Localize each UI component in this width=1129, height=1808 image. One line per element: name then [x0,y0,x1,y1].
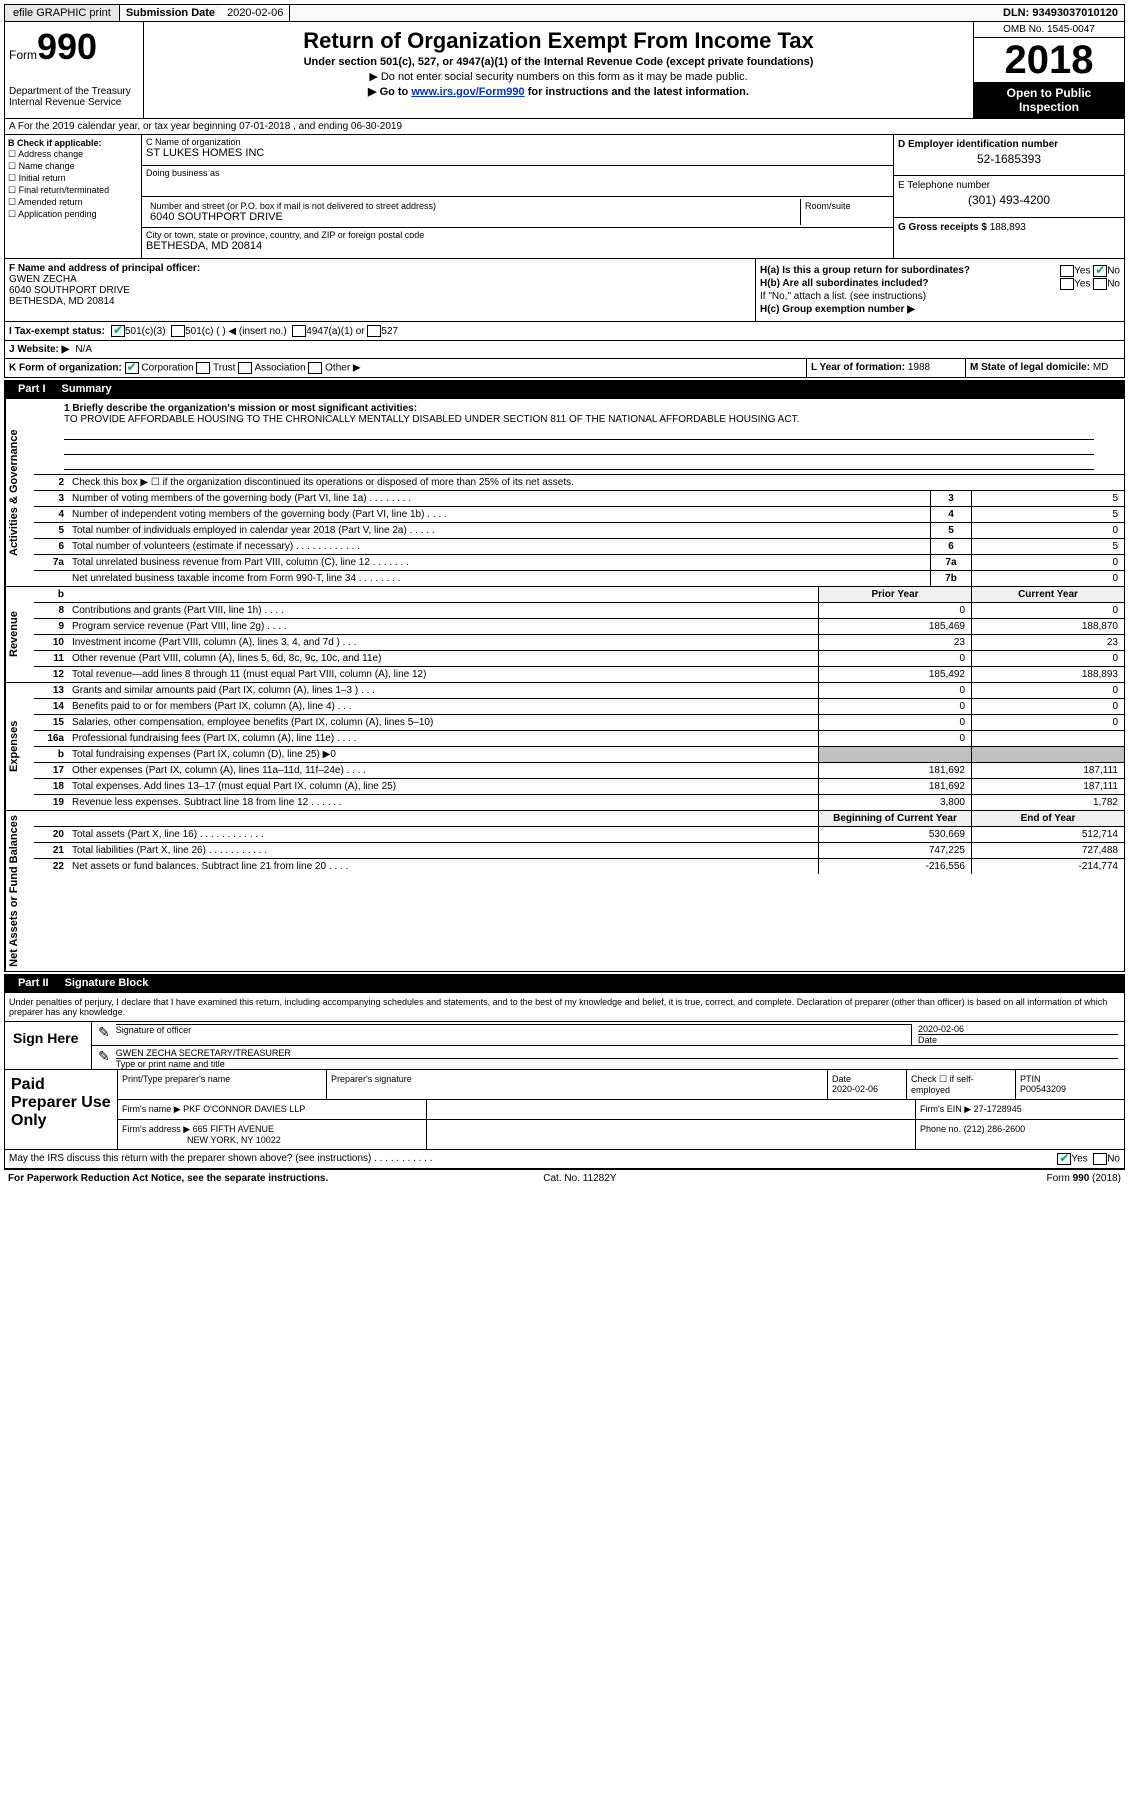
cb-501c3[interactable] [111,325,125,337]
form-number: Form990 [9,26,139,68]
box-m: M State of legal domicile: MD [966,359,1124,377]
klm-row: K Form of organization: Corporation Trus… [4,359,1125,378]
summary-row: 5Total number of individuals employed in… [34,523,1124,539]
box-d: D Employer identification number 52-1685… [894,135,1124,176]
efile-button[interactable]: efile GRAPHIC print [5,5,120,21]
signature-block: Under penalties of perjury, I declare th… [4,992,1125,1169]
summary-row: 16aProfessional fundraising fees (Part I… [34,731,1124,747]
cb-initial[interactable]: ☐ Initial return [8,173,138,184]
netassets-section: Net Assets or Fund Balances Beginning of… [4,811,1125,972]
cb-amended[interactable]: ☐ Amended return [8,197,138,208]
box-c-name: C Name of organization ST LUKES HOMES IN… [142,135,893,166]
box-f: F Name and address of principal officer:… [5,259,756,321]
box-e: E Telephone number (301) 493-4200 [894,176,1124,217]
box-c-city: City or town, state or province, country… [142,228,893,258]
tab-expenses: Expenses [5,683,34,810]
summary-row: 13Grants and similar amounts paid (Part … [34,683,1124,699]
cb-other[interactable] [308,362,322,374]
box-b: B Check if applicable: ☐ Address change … [5,135,142,258]
summary-row: 4Number of independent voting members of… [34,507,1124,523]
summary-row: 21Total liabilities (Part X, line 26) . … [34,843,1124,859]
cb-pending[interactable]: ☐ Application pending [8,209,138,220]
dept-treasury: Department of the Treasury [9,86,139,97]
sig-declaration: Under penalties of perjury, I declare th… [5,993,1124,1021]
page-footer: For Paperwork Reduction Act Notice, see … [4,1169,1125,1187]
public-inspection: Open to PublicInspection [974,82,1124,118]
summary-row: 17Other expenses (Part IX, column (A), l… [34,763,1124,779]
box-k: K Form of organization: Corporation Trus… [5,359,807,377]
cb-address[interactable]: ☐ Address change [8,149,138,160]
form-subtitle: Under section 501(c), 527, or 4947(a)(1)… [148,56,969,68]
form-note1: ▶ Do not enter social security numbers o… [148,70,969,83]
box-i: I Tax-exempt status: 501(c)(3) 501(c) ( … [4,322,1125,341]
topbar: efile GRAPHIC print Submission Date 2020… [4,4,1125,22]
box-c-dba: Doing business as [142,166,893,197]
summary-row: 22Net assets or fund balances. Subtract … [34,859,1124,874]
form-header: Form990 Department of the Treasury Inter… [4,22,1125,119]
summary-row: 11Other revenue (Part VIII, column (A), … [34,651,1124,667]
cb-assoc[interactable] [238,362,252,374]
activities-governance: Activities & Governance 1 Briefly descri… [4,398,1125,587]
summary-row: 19Revenue less expenses. Subtract line 1… [34,795,1124,810]
cb-527[interactable] [367,325,381,337]
line-a: A For the 2019 calendar year, or tax yea… [4,119,1125,135]
summary-row: 6Total number of volunteers (estimate if… [34,539,1124,555]
pen-icon: ✎ [98,1048,110,1069]
box-g: G Gross receipts $ 188,893 [894,218,1124,258]
box-c-room: Room/suite [800,199,889,225]
summary-row: 8Contributions and grants (Part VIII, li… [34,603,1124,619]
summary-row: 12Total revenue—add lines 8 through 11 (… [34,667,1124,682]
summary-row: 7aTotal unrelated business revenue from … [34,555,1124,571]
part2-bar: Part IISignature Block [4,974,1125,992]
summary-row: 15Salaries, other compensation, employee… [34,715,1124,731]
cb-trust[interactable] [196,362,210,374]
summary-row: 18Total expenses. Add lines 13–17 (must … [34,779,1124,795]
irs-link[interactable]: www.irs.gov/Form990 [411,86,524,98]
summary-row: 14Benefits paid to or for members (Part … [34,699,1124,715]
summary-row: 3Number of voting members of the governi… [34,491,1124,507]
discuss-row: May the IRS discuss this return with the… [5,1149,1124,1168]
sign-here-label: Sign Here [5,1022,92,1069]
cb-4947[interactable] [292,325,306,337]
cb-discuss-yes[interactable] [1057,1153,1071,1165]
header-boxes: B Check if applicable: ☐ Address change … [4,135,1125,259]
tax-year: 2018 [974,38,1124,82]
tab-revenue: Revenue [5,587,34,682]
expenses-section: Expenses 13Grants and similar amounts pa… [4,683,1125,811]
subdate-label: Submission Date [120,5,221,21]
box-h: H(a) Is this a group return for subordin… [756,259,1124,321]
box-j: J Website: ▶ N/A [4,341,1125,359]
box-c-street: Number and street (or P.O. box if mail i… [142,197,893,228]
cb-discuss-no[interactable] [1093,1153,1107,1165]
prep-title: Paid Preparer Use Only [5,1070,118,1149]
na-header: Beginning of Current Year End of Year [34,811,1124,827]
summary-row: bTotal fundraising expenses (Part IX, co… [34,747,1124,763]
omb-number: OMB No. 1545-0047 [974,22,1124,38]
cb-final[interactable]: ☐ Final return/terminated [8,185,138,196]
form-footer-right: Form 990 (2018) [1046,1173,1121,1184]
fh-row: F Name and address of principal officer:… [4,259,1125,322]
cb-name[interactable]: ☐ Name change [8,161,138,172]
summary-row: 9Program service revenue (Part VIII, lin… [34,619,1124,635]
form-note2: ▶ Go to www.irs.gov/Form990 for instruct… [148,85,969,98]
pen-icon: ✎ [98,1024,110,1045]
box-l: L Year of formation: 1988 [807,359,966,377]
summary-row: Net unrelated business taxable income fr… [34,571,1124,586]
form-title: Return of Organization Exempt From Incom… [148,28,969,54]
tab-ag: Activities & Governance [5,399,34,586]
cb-corp[interactable] [125,362,139,374]
subdate-value: 2020-02-06 [221,5,290,21]
summary-row: 10Investment income (Part VIII, column (… [34,635,1124,651]
dln: DLN: 93493037010120 [997,5,1124,21]
tab-netassets: Net Assets or Fund Balances [5,811,34,971]
revenue-section: Revenue b Prior Year Current Year 8Contr… [4,587,1125,683]
summary-row: 20Total assets (Part X, line 16) . . . .… [34,827,1124,843]
rev-header: b Prior Year Current Year [34,587,1124,603]
paid-preparer: Paid Preparer Use Only Print/Type prepar… [5,1069,1124,1149]
dept-irs: Internal Revenue Service [9,97,139,108]
part1-bar: Part ISummary [4,380,1125,398]
cb-501c[interactable] [171,325,185,337]
line-1: 1 Briefly describe the organization's mi… [34,399,1124,475]
